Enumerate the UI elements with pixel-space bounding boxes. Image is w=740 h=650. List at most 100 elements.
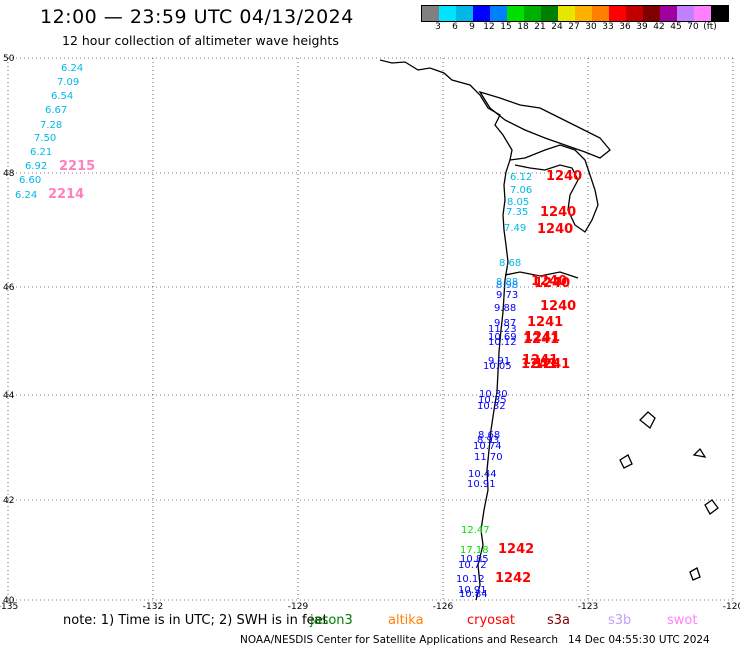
legend-label: 15 bbox=[500, 22, 512, 32]
mission-label: cryosat bbox=[467, 613, 515, 628]
wave-height-value: 8.88 bbox=[496, 277, 518, 288]
pass-id-label: 1242 bbox=[498, 542, 534, 557]
wave-height-map: -135 -132 -129 -126 -123 -120 50 48 46 44 42 40 6.2… bbox=[0, 54, 740, 610]
wave-height-value: 6.54 bbox=[51, 91, 73, 102]
credit-line: NOAA/NESDIS Center for Satellite Applica… bbox=[240, 634, 710, 646]
pass-id-label: 1241 bbox=[534, 357, 570, 372]
legend-label: 33 bbox=[602, 22, 614, 32]
wave-height-value: 6.24 bbox=[61, 63, 83, 74]
lon-label: -123 bbox=[578, 602, 598, 610]
legend-label: 24 bbox=[551, 22, 563, 32]
axis-labels: -135 -132 -129 -126 -123 -120 50 48 46 44 42 40 bbox=[0, 54, 740, 610]
wave-height-value: 6.24 bbox=[15, 190, 37, 201]
wave-height-value: 8.05 bbox=[507, 197, 529, 208]
legend-swatch bbox=[541, 6, 558, 21]
coastline-mainland bbox=[379, 59, 513, 601]
legend-label: 70 bbox=[687, 22, 699, 32]
wave-height-value: 6.67 bbox=[45, 105, 67, 116]
lat-lon-grid bbox=[7, 57, 734, 601]
legend-label: 45 bbox=[670, 22, 682, 32]
wave-height-value: 9.91 bbox=[488, 356, 510, 367]
legend-label: 30 bbox=[585, 22, 597, 32]
legend-label: (ft) bbox=[703, 22, 717, 32]
pass-id-label: 1242 bbox=[495, 571, 531, 586]
lon-label: -135 bbox=[0, 602, 18, 610]
wave-height-value: 8.68 bbox=[499, 258, 521, 269]
wave-height-value: 6.21 bbox=[30, 147, 52, 158]
footnote: note: 1) Time is in UTC; 2) SWH is in fe… bbox=[63, 613, 328, 628]
legend-label: 27 bbox=[568, 22, 580, 32]
wave-height-value: 10.85 bbox=[460, 554, 489, 565]
wave-height-value: 8.98 bbox=[496, 280, 518, 291]
legend-swatch bbox=[626, 6, 643, 21]
lat-label: 46 bbox=[3, 283, 15, 293]
legend-label: 12 bbox=[483, 22, 495, 32]
wave-height-value: 7.50 bbox=[34, 133, 56, 144]
pass-id-label: 1240 bbox=[534, 276, 570, 291]
wave-height-value: 10.12 bbox=[488, 337, 517, 348]
legend-swatch bbox=[507, 6, 524, 21]
lat-label: 42 bbox=[3, 496, 14, 506]
pass-id-label: 1240 bbox=[537, 222, 573, 237]
pass-id-label: 1240 bbox=[531, 274, 567, 289]
wave-height-value: 11.23 bbox=[488, 324, 517, 335]
wave-height-value: 10.44 bbox=[468, 469, 497, 480]
legend-swatch bbox=[677, 6, 694, 21]
wave-height-value: 12.47 bbox=[461, 525, 490, 536]
legend-label: 18 bbox=[517, 22, 529, 32]
wave-height-value: 7.06 bbox=[510, 185, 532, 196]
legend-swatch bbox=[558, 6, 575, 21]
coastline-inland-lake-5 bbox=[689, 567, 701, 581]
pass-id-label: 1241 bbox=[523, 332, 559, 347]
legend-label: 9 bbox=[469, 22, 475, 32]
wave-height-value: 10.84 bbox=[459, 589, 488, 600]
wave-height-value: 10.91 bbox=[458, 585, 487, 596]
lat-label: 40 bbox=[3, 596, 15, 606]
coastline-puget-sound bbox=[509, 144, 599, 233]
lon-label: -126 bbox=[433, 602, 454, 610]
pass-id-label: 1240 bbox=[540, 299, 576, 314]
pass-id-label: 1240 bbox=[540, 205, 576, 220]
coastline bbox=[379, 59, 719, 601]
legend-swatch bbox=[439, 6, 456, 21]
wave-height-value: 8.68 bbox=[478, 430, 500, 441]
legend-swatch bbox=[711, 6, 728, 21]
legend-swatch bbox=[660, 6, 677, 21]
credit-text: NOAA/NESDIS Center for Satellite Applica… bbox=[240, 634, 558, 646]
map-title: 12:00 — 23:59 UTC 04/13/2024 bbox=[40, 6, 354, 28]
pass-id-label: 1241 bbox=[527, 315, 563, 330]
wave-height-value: 8.93 bbox=[477, 435, 499, 446]
pass-id-label: 1240 bbox=[546, 169, 582, 184]
wave-height-value: 9.88 bbox=[494, 303, 516, 314]
coastline-columbia-river bbox=[504, 271, 579, 279]
wave-height-value: 6.60 bbox=[19, 175, 41, 186]
color-legend-bar bbox=[421, 5, 729, 22]
wave-height-value: 10.05 bbox=[483, 361, 512, 372]
wave-height-value: 7.28 bbox=[40, 120, 62, 131]
legend-swatch bbox=[456, 6, 473, 21]
legend-label: 3 bbox=[435, 22, 441, 32]
lat-label: 50 bbox=[3, 54, 15, 64]
wave-height-value: 10.12 bbox=[456, 574, 485, 585]
wave-height-value: 7.09 bbox=[57, 77, 79, 88]
wave-height-value: 10.35 bbox=[478, 395, 507, 406]
lon-label: -129 bbox=[288, 602, 309, 610]
coastline-vancouver-island bbox=[478, 90, 611, 159]
coastline-inland-lake-4 bbox=[619, 454, 633, 469]
legend-swatch bbox=[643, 6, 660, 21]
legend-swatch bbox=[609, 6, 626, 21]
wave-height-observations: 6.24 7.09 6.54 6.67 7.28 7.50 6.21 6.92 6.60 6.24… bbox=[15, 63, 582, 600]
wave-height-value: 9.87 bbox=[494, 318, 516, 329]
lon-label: -132 bbox=[143, 602, 163, 610]
coastline-inland-lake-3 bbox=[692, 447, 707, 458]
map-subtitle: 12 hour collection of altimeter wave hei… bbox=[62, 33, 339, 48]
pass-id-label: 1241 bbox=[524, 330, 560, 345]
mission-label: altika bbox=[388, 613, 424, 628]
wave-height-value: 10.91 bbox=[467, 479, 496, 490]
pass-id-label: 1241 bbox=[521, 357, 557, 372]
wave-height-value: 7.49 bbox=[504, 223, 526, 234]
mission-label: s3a bbox=[547, 613, 571, 628]
wave-height-value: 7.35 bbox=[506, 207, 528, 218]
timestamp: 14 Dec 04:55:30 UTC 2024 bbox=[568, 634, 710, 646]
mission-label: jason3 bbox=[310, 613, 353, 628]
